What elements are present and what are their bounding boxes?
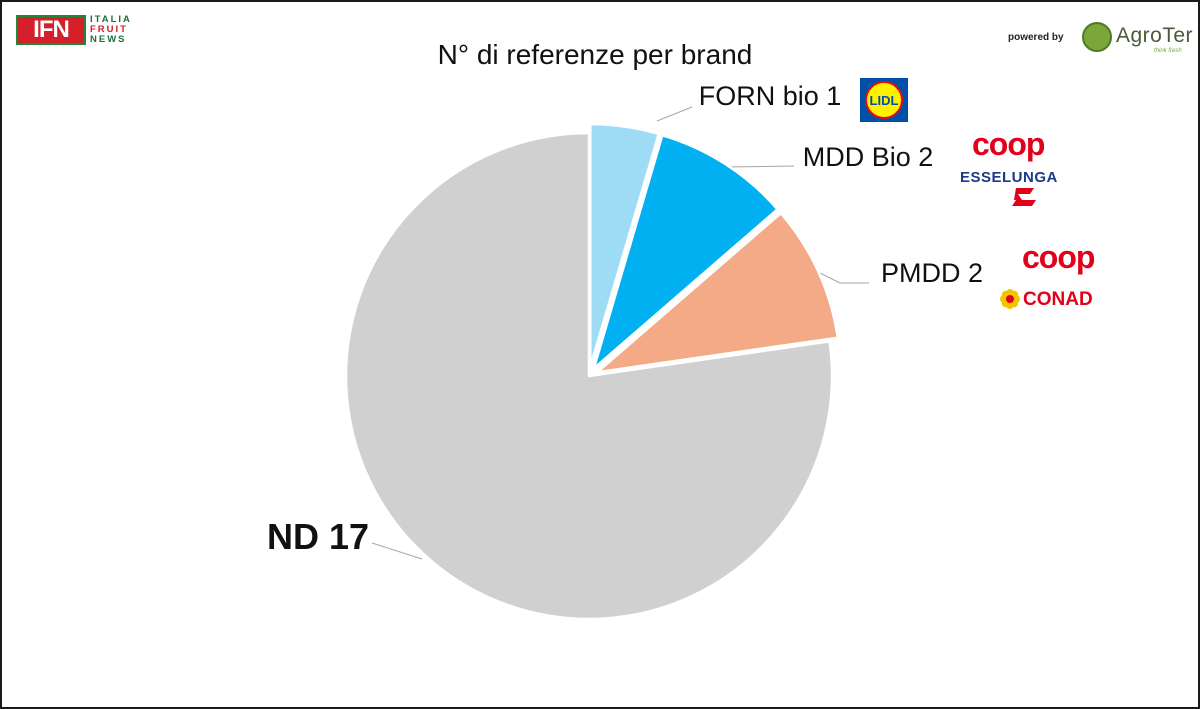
pie-slice-forn-bio: [589, 122, 660, 369]
ifn-logo-line-fruit: FRUIT: [90, 24, 128, 35]
leader-line-nd: [371, 542, 423, 560]
leader-line-mdd-bio: [726, 165, 795, 168]
lidl-logo: LIDL: [860, 78, 908, 122]
pie-slice-mdd-bio: [592, 134, 779, 370]
conad-logo: CONAD: [1000, 289, 1093, 310]
coop-logo: coop: [972, 126, 1046, 162]
chart-title: N° di referenze per brand: [438, 39, 753, 70]
agroter-logo: powered by AgroTer think fresh: [1008, 22, 1193, 58]
svg-text:CONAD: CONAD: [1023, 289, 1093, 310]
slice-labels: FORN bio 1 MDD Bio 2 PMDD 2 ND 17: [267, 81, 983, 557]
ifn-logo: IFN ITALIA FRUIT NEWS: [16, 15, 156, 47]
ifn-logo-line-news: NEWS: [90, 34, 127, 45]
data-label-nd: ND 17: [267, 516, 369, 557]
data-label-forn-bio: FORN bio 1: [699, 81, 842, 111]
esselunga-logo: ESSELUNGA: [960, 169, 1058, 206]
pie-slices: [344, 122, 839, 621]
agroter-leaf-icon: [1082, 22, 1112, 52]
svg-text:LIDL: LIDL: [870, 93, 899, 108]
svg-text:coop: coop: [972, 126, 1045, 162]
ifn-logo-mark: IFN: [16, 15, 86, 45]
agroter-tagline: think fresh: [1154, 48, 1182, 54]
agroter-name: AgroTer: [1116, 24, 1194, 47]
coop-logo: coop: [1022, 239, 1096, 275]
pie-slice-pmdd: [595, 211, 839, 374]
leader-line-forn-bio: [656, 106, 693, 122]
leader-lines: [371, 106, 869, 560]
ifn-logo-line-italia: ITALIA: [90, 14, 132, 25]
data-label-mdd-bio: MDD Bio 2: [803, 142, 934, 172]
data-label-pmdd: PMDD 2: [881, 258, 983, 288]
powered-by-text: powered by: [1008, 32, 1064, 43]
brand-logos: LIDL coop ESSELUNGA coop CONAD: [860, 78, 1096, 310]
leader-line-pmdd: [817, 271, 869, 284]
svg-text:coop: coop: [1022, 239, 1095, 275]
pie-slice-nd: [344, 131, 834, 621]
svg-text:ESSELUNGA: ESSELUNGA: [960, 169, 1058, 186]
